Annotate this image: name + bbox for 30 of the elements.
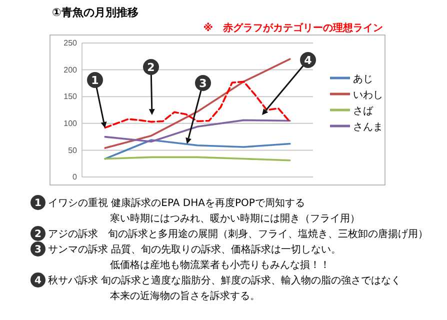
text: 3 [34, 244, 42, 256]
annotation: 2 [147, 61, 155, 74]
text: 本来の近海物の旨さを訴求する。 [110, 290, 260, 302]
text: 低価格は産地も物流業者も小売りもみんな損！！ [110, 259, 330, 271]
legend-label: さば [353, 106, 374, 117]
text: 2 [34, 229, 42, 240]
text: 4 [34, 276, 42, 286]
chart-title: ①青魚の月別推移 [52, 6, 138, 19]
y-tick-label: 250 [64, 38, 78, 48]
line-series [104, 119, 291, 143]
line-series [104, 139, 291, 160]
text: 4 [304, 54, 312, 67]
y-tick-label: 100 [64, 118, 78, 128]
text: 1 [91, 74, 99, 87]
legend-label: いわし [353, 90, 383, 101]
y-tick-label: 150 [64, 92, 78, 102]
line-series [104, 58, 291, 149]
text: アジの訴求 旬の訴求と多用途の展開（刺身、フライ、塩焼き、三枚卸の唐揚げ用） [48, 228, 428, 240]
y-tick-label: 200 [64, 65, 78, 74]
y-tick-label: 50 [68, 146, 78, 155]
annotation: 3 [199, 77, 207, 90]
legend-label: さんま [353, 122, 383, 133]
chart-subtitle: ※ 赤グラフがカテゴリーの理想ライン [203, 22, 383, 34]
text: 寒い時期にはつみれ、暖かい時期には開き（フライ用） [110, 212, 360, 224]
text: イワシの重視 健康訴求のEPA DHAを再度POPで周知する [48, 197, 305, 209]
text: サンマの訴求 品質、旬の先取りの訴求、価格訴求は一切しない。 [48, 244, 342, 256]
legend-label: あじ [353, 74, 373, 85]
y-tick-label: 0 [72, 172, 78, 182]
text: 1 [34, 198, 42, 209]
text: 秋サバ訴求 旬の訴求と適度な脂肪分、鮮度の訴求、輸入物の脂の強さではなく [48, 274, 402, 286]
